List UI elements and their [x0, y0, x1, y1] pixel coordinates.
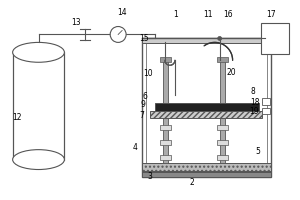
Text: 19: 19 — [250, 107, 259, 116]
Text: 8: 8 — [250, 87, 255, 96]
Text: 7: 7 — [140, 111, 145, 120]
Bar — [142, 172, 272, 177]
Text: 9: 9 — [141, 100, 146, 109]
Ellipse shape — [13, 42, 64, 62]
Text: 11: 11 — [203, 10, 212, 19]
Text: 20: 20 — [227, 68, 236, 77]
Text: 1: 1 — [173, 10, 178, 19]
Bar — [142, 38, 272, 177]
Text: 18: 18 — [250, 98, 259, 107]
Text: 15: 15 — [139, 34, 149, 43]
Text: 14: 14 — [117, 8, 127, 17]
Bar — [160, 140, 171, 145]
Text: 4: 4 — [133, 143, 137, 152]
Bar — [142, 171, 272, 175]
Text: 10: 10 — [143, 69, 153, 78]
Text: 17: 17 — [267, 10, 276, 19]
Text: 3: 3 — [148, 172, 152, 181]
Circle shape — [218, 36, 222, 40]
Bar — [220, 60, 225, 163]
Bar — [150, 111, 262, 118]
Bar — [163, 60, 168, 163]
Bar — [217, 57, 228, 62]
Bar — [262, 23, 290, 54]
Bar — [13, 52, 64, 160]
Bar — [155, 103, 260, 111]
Text: 13: 13 — [71, 18, 81, 27]
Bar — [262, 108, 270, 114]
Bar — [160, 57, 171, 62]
Bar — [217, 155, 228, 160]
Bar — [217, 125, 228, 130]
Text: 12: 12 — [12, 113, 21, 122]
Bar — [160, 155, 171, 160]
Text: 2: 2 — [189, 178, 194, 187]
Ellipse shape — [13, 150, 64, 170]
Bar — [142, 163, 272, 171]
Bar — [142, 38, 272, 43]
Text: 6: 6 — [142, 92, 148, 101]
Bar — [160, 125, 171, 130]
Text: 5: 5 — [255, 147, 260, 156]
Circle shape — [110, 27, 126, 42]
Bar — [262, 98, 270, 105]
Bar — [217, 140, 228, 145]
Text: 16: 16 — [223, 10, 232, 19]
